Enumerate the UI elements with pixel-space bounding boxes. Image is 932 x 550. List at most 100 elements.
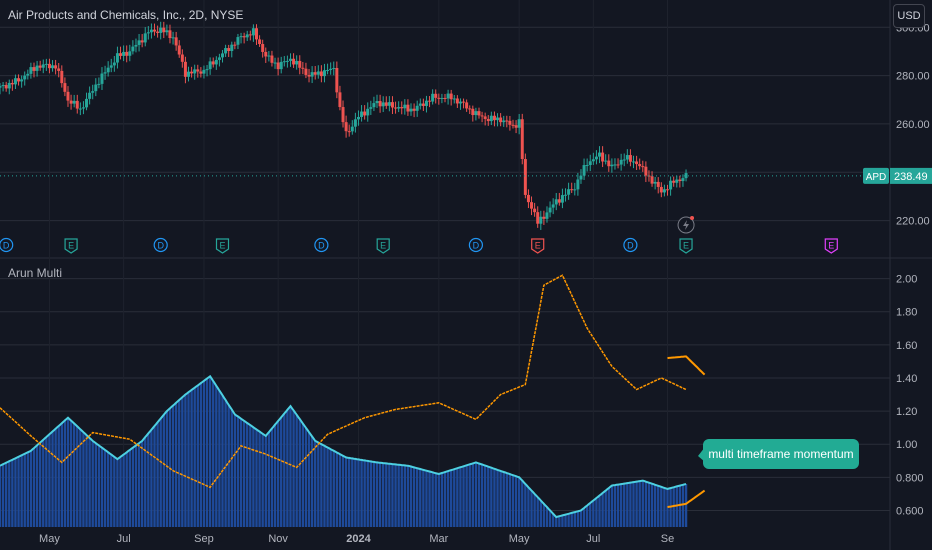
histogram-bar <box>131 447 135 527</box>
candle-body <box>418 103 422 106</box>
candle-body <box>554 199 558 205</box>
indicator-tick-label: 0.800 <box>896 472 924 484</box>
candle-body <box>449 93 453 100</box>
histogram-bar <box>94 443 97 527</box>
histogram-bar <box>252 427 255 527</box>
histogram-bar <box>119 456 122 527</box>
histogram-bar <box>125 452 128 527</box>
candle-body <box>187 71 191 77</box>
indicator-tick-label: 0.600 <box>896 505 924 517</box>
histogram-bar <box>595 498 598 527</box>
histogram-bar <box>320 444 323 527</box>
histogram-bar <box>434 473 437 527</box>
candle-body <box>35 65 39 71</box>
histogram-bar <box>134 445 138 527</box>
candle-body <box>174 37 178 46</box>
candle-body <box>542 216 546 219</box>
candle-body <box>310 72 314 77</box>
histogram-bar <box>76 426 79 527</box>
histogram-bar <box>462 466 465 527</box>
earnings-icon <box>215 238 230 254</box>
candle-body <box>165 30 169 33</box>
earnings-marker: E <box>824 238 838 254</box>
histogram-bar <box>212 381 215 527</box>
histogram-bar <box>626 483 629 527</box>
candle-body <box>431 93 435 102</box>
histogram-bar <box>592 500 595 527</box>
candle-body <box>471 108 475 116</box>
histogram-bar <box>0 465 2 527</box>
candle-body <box>363 111 367 116</box>
candle-body <box>483 116 487 119</box>
candle-body <box>517 119 521 128</box>
candle-body <box>598 152 602 157</box>
last-price-value: 238.49 <box>894 171 928 183</box>
histogram-bar <box>329 449 332 527</box>
histogram-bar <box>326 447 329 527</box>
histogram-bar <box>221 395 224 527</box>
histogram-bar <box>156 422 159 527</box>
histogram-bar <box>678 485 682 527</box>
histogram-bar <box>239 418 243 527</box>
candle-body <box>285 60 289 62</box>
candle-body <box>462 101 466 103</box>
candle-body <box>288 58 292 61</box>
candle-body <box>128 51 132 56</box>
price-tick-label: 220.00 <box>896 216 930 228</box>
histogram-bar <box>474 462 478 527</box>
annotation-callout[interactable]: multi timeframe momentum <box>703 439 859 469</box>
candle-body <box>149 29 153 33</box>
histogram-bar <box>533 493 536 527</box>
histogram-bar <box>38 442 42 527</box>
earnings-icon <box>64 238 78 254</box>
candle-body <box>109 65 113 68</box>
histogram-bar <box>1 464 5 527</box>
candle-body <box>230 44 234 51</box>
histogram-bar <box>551 513 555 527</box>
candle-body <box>295 60 299 65</box>
candle-body <box>81 107 85 109</box>
time-tick-label: Nov <box>268 533 288 545</box>
candle-body <box>570 189 574 191</box>
candle-body <box>526 194 530 203</box>
histogram-bar <box>425 470 428 527</box>
histogram-bar <box>443 472 447 527</box>
candle-body <box>508 120 512 125</box>
candle-body <box>44 63 48 65</box>
candle-body <box>26 73 30 76</box>
histogram-bar <box>542 503 546 527</box>
histogram-bar <box>310 436 314 527</box>
candle-body <box>217 57 221 60</box>
histogram-bar <box>249 425 252 527</box>
histogram-bar <box>675 486 678 527</box>
candle-body <box>465 102 469 109</box>
price-tick-label: 280.00 <box>896 71 930 83</box>
time-tick-label: Sep <box>194 533 214 545</box>
candle-body <box>156 31 160 33</box>
histogram-bar <box>276 421 280 527</box>
histogram-bar <box>579 510 583 527</box>
histogram-bar <box>261 433 264 527</box>
currency-button[interactable]: USD <box>893 4 925 28</box>
histogram-bar <box>314 440 317 527</box>
candle-body <box>499 117 503 123</box>
histogram-bar <box>208 376 212 527</box>
candle-body <box>560 195 564 203</box>
candle-body <box>638 164 642 167</box>
projection-arc-upper <box>667 355 706 376</box>
histogram-bar <box>647 482 651 527</box>
candle-body <box>13 78 17 85</box>
event-letter: E <box>380 241 386 251</box>
candle-body <box>564 194 568 196</box>
histogram-bar <box>137 443 141 527</box>
candle-body <box>199 71 203 74</box>
candle-body <box>632 161 636 163</box>
histogram-bar <box>502 471 505 527</box>
candle-body <box>208 61 212 70</box>
histogram-bar <box>589 502 592 527</box>
candle-body <box>613 164 617 166</box>
histogram-bar <box>341 455 345 527</box>
chart-title: Air Products and Chemicals, Inc., 2D, NY… <box>8 8 244 22</box>
candle-body <box>10 82 14 85</box>
